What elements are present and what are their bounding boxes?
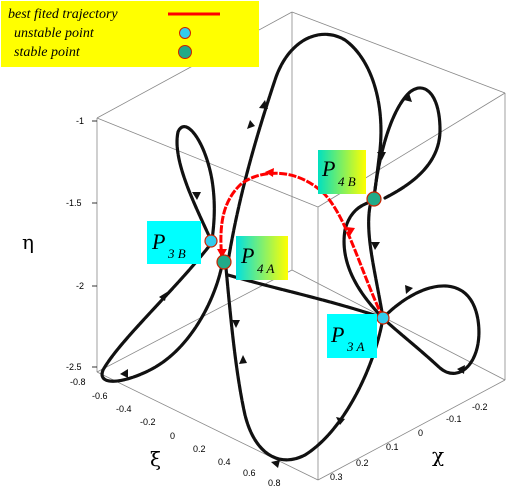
trajectory-left-upper-loop — [175, 125, 216, 242]
point-label-p4b: P 4 B — [318, 150, 366, 194]
point-letter: P — [240, 243, 254, 268]
point-label-p3b: P 3 B — [147, 221, 201, 264]
legend-label-best-fit: best fited trajectory — [8, 7, 118, 22]
arrow-head — [457, 365, 465, 374]
unstable-point-p3a — [376, 311, 390, 325]
chi-tick: 0.2 — [356, 458, 369, 468]
best-fit-arrow — [346, 227, 355, 236]
eta-tick: -1.5 — [66, 198, 82, 208]
trajectory-right-upper-loop — [372, 86, 442, 200]
xi-tick: -0.4 — [116, 404, 132, 414]
point-subscript: 4 A — [257, 261, 275, 276]
xi-tick: 0 — [170, 431, 175, 441]
eta-axis: -1 -1.5 -2 -2.5 η — [22, 116, 97, 372]
legend-swatch-unstable — [179, 27, 191, 39]
xi-tick: 0.2 — [193, 444, 206, 454]
legend: best fited trajectory unstable point sta… — [1, 1, 259, 67]
arrow-head — [371, 242, 380, 250]
chi-tick: 0.1 — [386, 442, 399, 452]
trajectory-lower-loop — [224, 266, 385, 462]
xi-axis-label: ξ — [150, 447, 161, 471]
chi-axis-label: χ — [432, 443, 444, 467]
xi-tick: 0.4 — [218, 457, 231, 467]
chi-tick: 0.3 — [330, 472, 343, 482]
chi-tick: 0 — [418, 428, 423, 438]
arrow-head — [247, 120, 255, 129]
eta-tick: -2 — [76, 281, 84, 291]
fixed-points — [204, 191, 390, 325]
arrow-head — [404, 93, 412, 102]
stable-point-p4a — [216, 254, 232, 270]
arrow-head — [239, 355, 247, 364]
point-letter: P — [321, 156, 335, 181]
arrow-head — [336, 417, 345, 425]
frame-edge — [291, 11, 506, 94]
label-box — [327, 314, 377, 358]
point-letter: P — [151, 229, 165, 254]
eta-tick: -1 — [76, 116, 84, 126]
label-box — [318, 150, 366, 194]
trajectory-upper-loop — [226, 32, 383, 264]
arrow-head — [405, 285, 413, 294]
eta-tick: -2.5 — [66, 362, 82, 372]
arrow-head — [120, 369, 128, 378]
point-subscript: 4 B — [338, 174, 356, 189]
label-box — [236, 236, 288, 280]
stable-point-p4b — [366, 191, 382, 207]
arrow-head — [159, 292, 167, 301]
trajectory-mid-link — [226, 273, 385, 320]
legend-background — [1, 1, 259, 67]
legend-label-unstable: unstable point — [14, 26, 95, 41]
xi-tick: -0.2 — [140, 417, 156, 427]
legend-swatch-stable — [178, 45, 192, 59]
arrow-head — [192, 192, 201, 200]
unstable-point-p3b — [204, 234, 218, 248]
direction-arrows — [120, 93, 465, 468]
arrow-head — [232, 320, 240, 328]
point-subscript: 3 A — [346, 339, 365, 354]
xi-tick: -0.6 — [92, 391, 108, 401]
arrow-head — [377, 152, 386, 160]
trajectory-right-branch — [342, 200, 385, 320]
xi-axis: -0.8 -0.6 -0.4 -0.2 0 0.2 0.4 0.6 0.8 ξ — [70, 377, 281, 488]
legend-label-stable: stable point — [14, 45, 81, 60]
point-letter: P — [330, 322, 344, 347]
label-box — [147, 221, 201, 264]
best-fit-arrow — [265, 168, 274, 177]
trajectory-right-lower-loop — [381, 284, 481, 375]
point-subscript: 3 B — [167, 246, 186, 261]
arrow-head — [271, 460, 280, 468]
frame-edge — [96, 371, 319, 481]
arrow-head — [259, 100, 268, 109]
best-fit-arrow — [217, 249, 227, 258]
chi-tick: -0.1 — [446, 414, 462, 424]
point-label-p4a: P 4 A — [236, 236, 288, 280]
chi-axis: -0.2 -0.1 0 0.1 0.2 0.3 χ — [330, 402, 488, 482]
trajectory-p4b-p3a — [367, 204, 385, 320]
best-fit-line — [219, 171, 385, 319]
frame-edge — [96, 269, 293, 373]
xi-tick: 0.8 — [268, 478, 281, 488]
xi-tick: -0.8 — [70, 377, 86, 387]
chi-tick: -0.2 — [472, 402, 488, 412]
eta-axis-label: η — [22, 230, 34, 254]
frame-edge — [317, 379, 506, 481]
point-label-p3a: P 3 A — [327, 314, 377, 358]
best-fit-trajectory — [217, 168, 385, 319]
xi-tick: 0.6 — [243, 468, 256, 478]
frame-edge — [291, 269, 506, 381]
trajectory-left-lower-loop — [100, 243, 224, 383]
